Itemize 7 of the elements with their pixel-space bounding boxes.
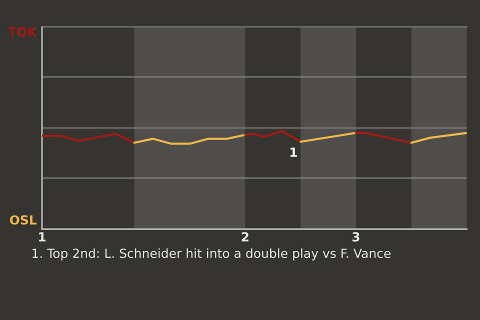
text: OSL [10, 215, 37, 225]
text: TOK [8, 27, 38, 37]
x-tick-label: 2 [242, 232, 248, 242]
annotation: 1 [290, 148, 297, 157]
text: 1. Top 2nd: L. Schneider hit into a double play vs F. Vance [32, 248, 391, 260]
x-tick-label: 1 [39, 232, 46, 242]
x-tick-label: 3 [352, 232, 360, 242]
